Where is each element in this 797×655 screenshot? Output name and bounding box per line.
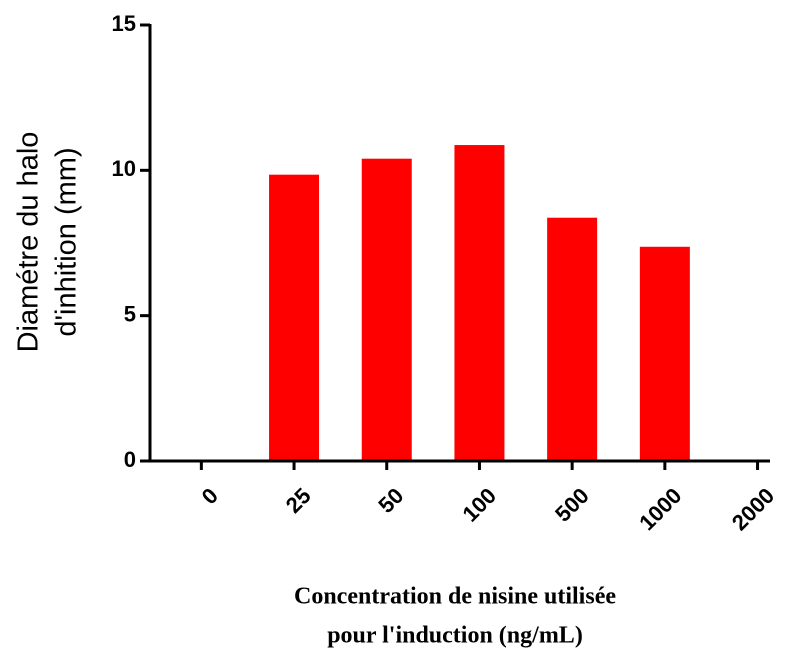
x-tick-label: 500 [550,483,594,527]
y-axis-label: d'inhition (mm) [51,147,83,336]
y-axis-label: Diamétre du halo [13,132,45,353]
bar [361,158,412,461]
x-tick-label: 50 [373,483,408,518]
bar [269,174,320,461]
bar [639,246,690,461]
y-tick-label: 15 [112,11,136,36]
x-tick-label: 100 [457,483,501,527]
bar [454,145,505,461]
y-tick-label: 0 [124,447,136,472]
x-axis-label: pour l'induction (ng/mL) [327,623,583,649]
y-tick-label: 5 [124,301,136,326]
y-tick-label: 10 [112,156,136,181]
x-tick-label: 2000 [727,483,779,535]
x-axis-label: Concentration de nisine utilisée [294,584,616,610]
x-tick-label: 0 [197,483,223,509]
x-tick-label: 1000 [634,483,686,535]
bar [547,217,598,461]
x-tick-label: 25 [281,483,316,518]
